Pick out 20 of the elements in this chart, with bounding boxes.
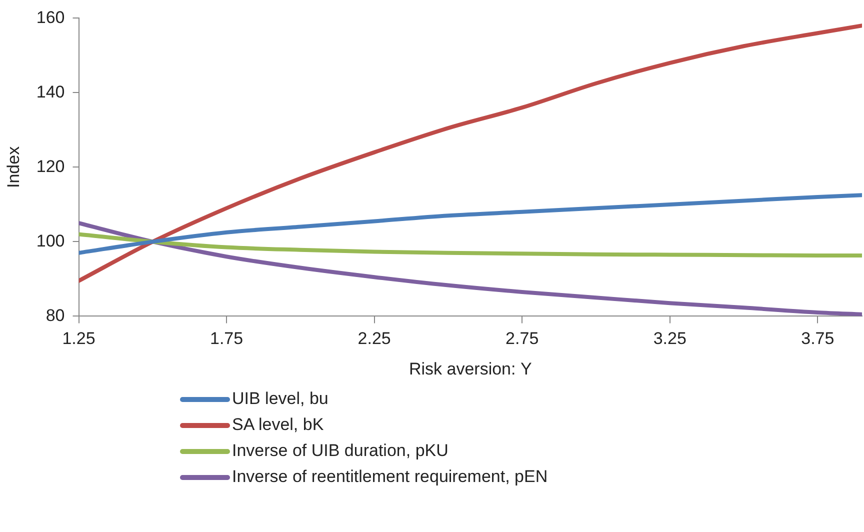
y-tick-label: 140 <box>36 82 65 102</box>
y-tick-label: 100 <box>36 231 65 250</box>
legend-label: Inverse of reentitlement requirement, pEN <box>232 467 548 487</box>
x-tick-label: 2.25 <box>358 329 391 348</box>
line-series <box>78 232 862 258</box>
x-tick-label: 1.75 <box>210 329 244 348</box>
y-tick-label: 160 <box>36 8 65 27</box>
x-tick-label: 3.75 <box>801 329 834 348</box>
legend-label: SA level, bK <box>232 415 324 435</box>
y-tick-label: 80 <box>46 306 65 325</box>
y-axis-title: Index <box>4 146 23 188</box>
line-series <box>78 24 862 283</box>
y-tick-label: 120 <box>36 156 65 176</box>
x-tick-label: 2.75 <box>506 329 539 348</box>
legend-label: Inverse of UIB duration, pKU <box>232 441 448 461</box>
x-axis-title: Risk aversion: Υ <box>408 359 532 378</box>
legend-label: UIB level, bu <box>232 389 328 409</box>
line-series <box>78 193 862 255</box>
x-tick-label: 3.25 <box>653 329 686 348</box>
x-tick-label: 1.25 <box>62 329 96 348</box>
